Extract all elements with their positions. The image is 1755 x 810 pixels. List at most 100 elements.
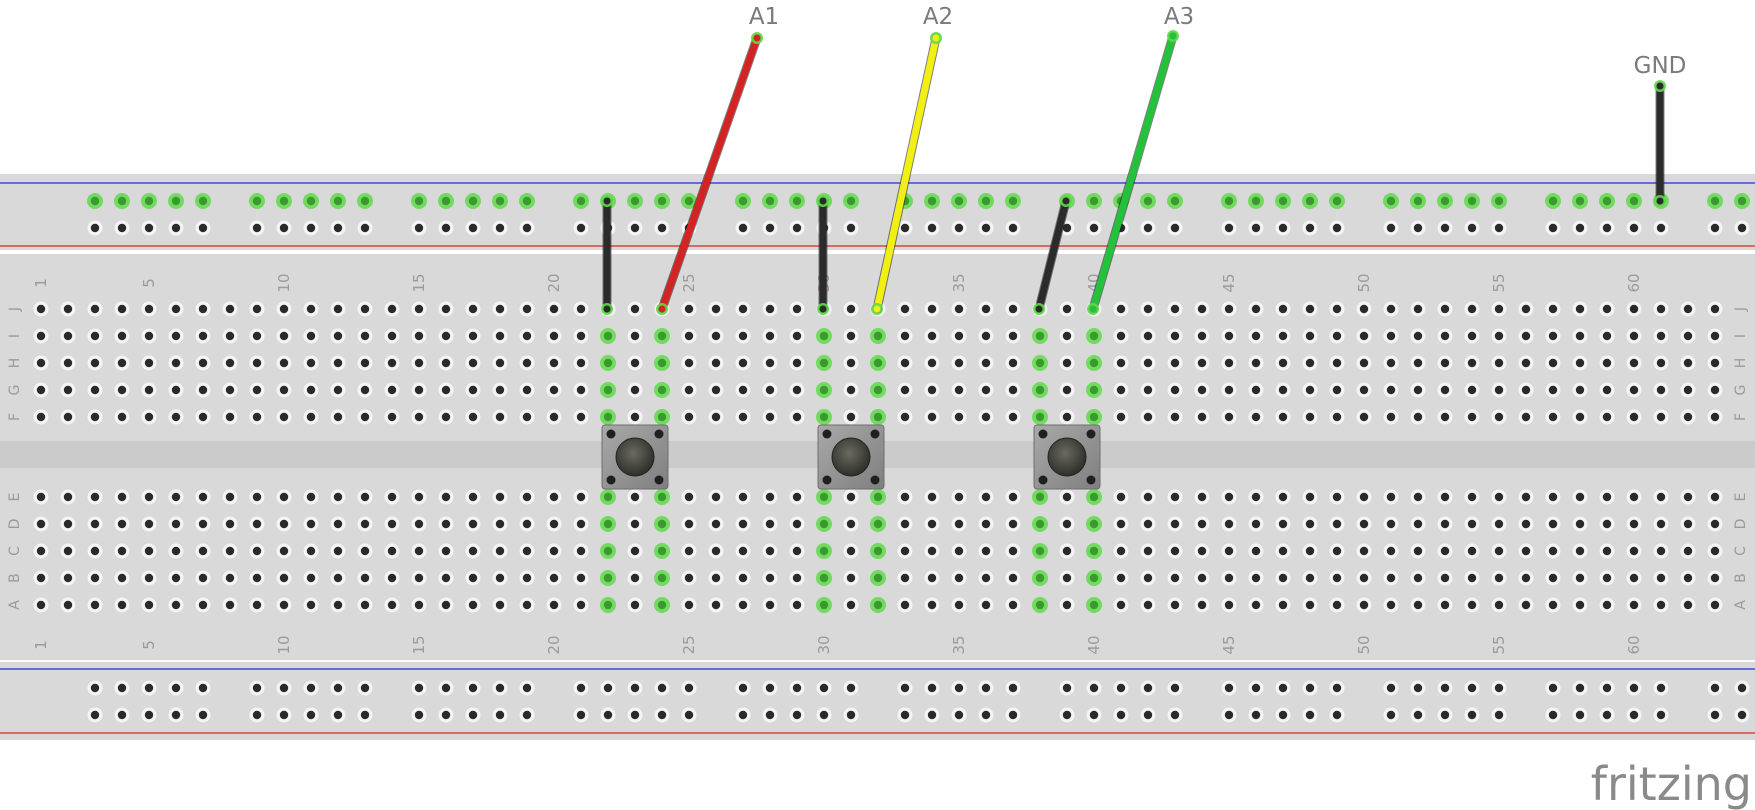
hole-B26: [708, 570, 724, 586]
bottom-rail-holes-g0-0-r1: [87, 707, 103, 723]
hole-A59: [1599, 597, 1615, 613]
hole-G60: [1626, 382, 1642, 398]
hole-C24: [654, 543, 670, 559]
hole-B54: [1464, 570, 1480, 586]
hole-E8: [222, 489, 238, 505]
column-label-20-top: 20: [545, 273, 563, 292]
column-label-50-bottom: 50: [1355, 635, 1373, 654]
hole-B37: [1005, 570, 1021, 586]
hole-A31: [843, 597, 859, 613]
hole-H31: [843, 355, 859, 371]
hole-J47: [1275, 301, 1291, 317]
row-label-J-left: J: [7, 307, 23, 312]
hole-J23: [627, 301, 643, 317]
bottom-rail-holes-g4-1-r0: [762, 680, 778, 696]
pushbutton-2[interactable]: [817, 424, 885, 490]
hole-G34: [924, 382, 940, 398]
bottom-rail-holes-g4-0-r1: [735, 707, 751, 723]
hole-D42: [1140, 516, 1156, 532]
hole-B38: [1032, 570, 1048, 586]
gnd-wire[interactable]: [1654, 80, 1666, 207]
hole-E38: [1032, 489, 1048, 505]
pushbutton-1[interactable]: [601, 424, 669, 490]
gnd-jumper-2[interactable]: [817, 195, 829, 315]
hole-C27: [735, 543, 751, 559]
top-rail-holes-g5-4-r0: [1005, 193, 1021, 209]
bottom-rail-holes-g3-0-r1: [573, 707, 589, 723]
bottom-rail-holes-g9-4-r0: [1653, 680, 1669, 696]
bottom-rail-holes-g10-0-r1: [1707, 707, 1723, 723]
hole-B63: [1707, 570, 1723, 586]
hole-C2: [60, 543, 76, 559]
top-rail-holes-g9-1-r1: [1572, 220, 1588, 236]
hole-B16: [438, 570, 454, 586]
hole-A25: [681, 597, 697, 613]
bottom-rail-holes-g1-1-r0: [276, 680, 292, 696]
hole-A54: [1464, 597, 1480, 613]
hole-G48: [1302, 382, 1318, 398]
top-rail-holes-g6-4-r0: [1167, 193, 1183, 209]
hole-C5: [141, 543, 157, 559]
hole-B2: [60, 570, 76, 586]
a3-wire[interactable]: [1087, 30, 1179, 315]
gnd-jumper-3[interactable]: [1033, 195, 1072, 315]
hole-F7: [195, 409, 211, 425]
hole-G15: [411, 382, 427, 398]
top-power-rail: [0, 174, 1755, 250]
hole-B7: [195, 570, 211, 586]
hole-I51: [1383, 328, 1399, 344]
hole-I42: [1140, 328, 1156, 344]
row-label-C-right: C: [1733, 546, 1749, 556]
hole-D58: [1572, 516, 1588, 532]
hole-A3: [87, 597, 103, 613]
hole-F37: [1005, 409, 1021, 425]
hole-F42: [1140, 409, 1156, 425]
hole-H39: [1059, 355, 1075, 371]
hole-H1: [33, 355, 49, 371]
hole-D35: [951, 516, 967, 532]
bottom-rail-holes-g5-0-r1: [897, 707, 913, 723]
hole-J17: [465, 301, 481, 317]
hole-F34: [924, 409, 940, 425]
hole-H10: [276, 355, 292, 371]
bottom-rail-holes-g6-3-r1: [1140, 707, 1156, 723]
top-rail-holes-g4-1-r1: [762, 220, 778, 236]
hole-A52: [1410, 597, 1426, 613]
pushbutton-2-pin-4: [870, 475, 880, 485]
hole-B34: [924, 570, 940, 586]
hole-C63: [1707, 543, 1723, 559]
hole-C40: [1086, 543, 1102, 559]
pushbutton-3[interactable]: [1033, 424, 1101, 490]
top-rail-holes-g8-4-r0: [1491, 193, 1507, 209]
pushbutton-3-cap[interactable]: [1047, 437, 1087, 477]
hole-H16: [438, 355, 454, 371]
hole-I52: [1410, 328, 1426, 344]
bottom-rail-holes-g1-3-r1: [330, 707, 346, 723]
bottom-rail-holes-g6-0-r0: [1059, 680, 1075, 696]
a1-wire[interactable]: [656, 32, 763, 315]
hole-C10: [276, 543, 292, 559]
hole-D7: [195, 516, 211, 532]
hole-F56: [1518, 409, 1534, 425]
hole-F16: [438, 409, 454, 425]
bottom-rail-holes-g3-4-r1: [681, 707, 697, 723]
hole-D25: [681, 516, 697, 532]
hole-C32: [870, 543, 886, 559]
bottom-rail-holes-g7-3-r1: [1302, 707, 1318, 723]
hole-E46: [1248, 489, 1264, 505]
pushbutton-1-cap[interactable]: [615, 437, 655, 477]
hole-C53: [1437, 543, 1453, 559]
hole-E18: [492, 489, 508, 505]
top-rail-holes-g7-2-r1: [1275, 220, 1291, 236]
hole-H20: [546, 355, 562, 371]
pushbutton-2-cap[interactable]: [831, 437, 871, 477]
hole-E61: [1653, 489, 1669, 505]
hole-I14: [384, 328, 400, 344]
hole-E43: [1167, 489, 1183, 505]
hole-F11: [303, 409, 319, 425]
bottom-rail-holes-g3-1-r0: [600, 680, 616, 696]
hole-C17: [465, 543, 481, 559]
hole-D20: [546, 516, 562, 532]
gnd-jumper-1[interactable]: [601, 195, 613, 315]
a2-wire[interactable]: [871, 32, 942, 315]
